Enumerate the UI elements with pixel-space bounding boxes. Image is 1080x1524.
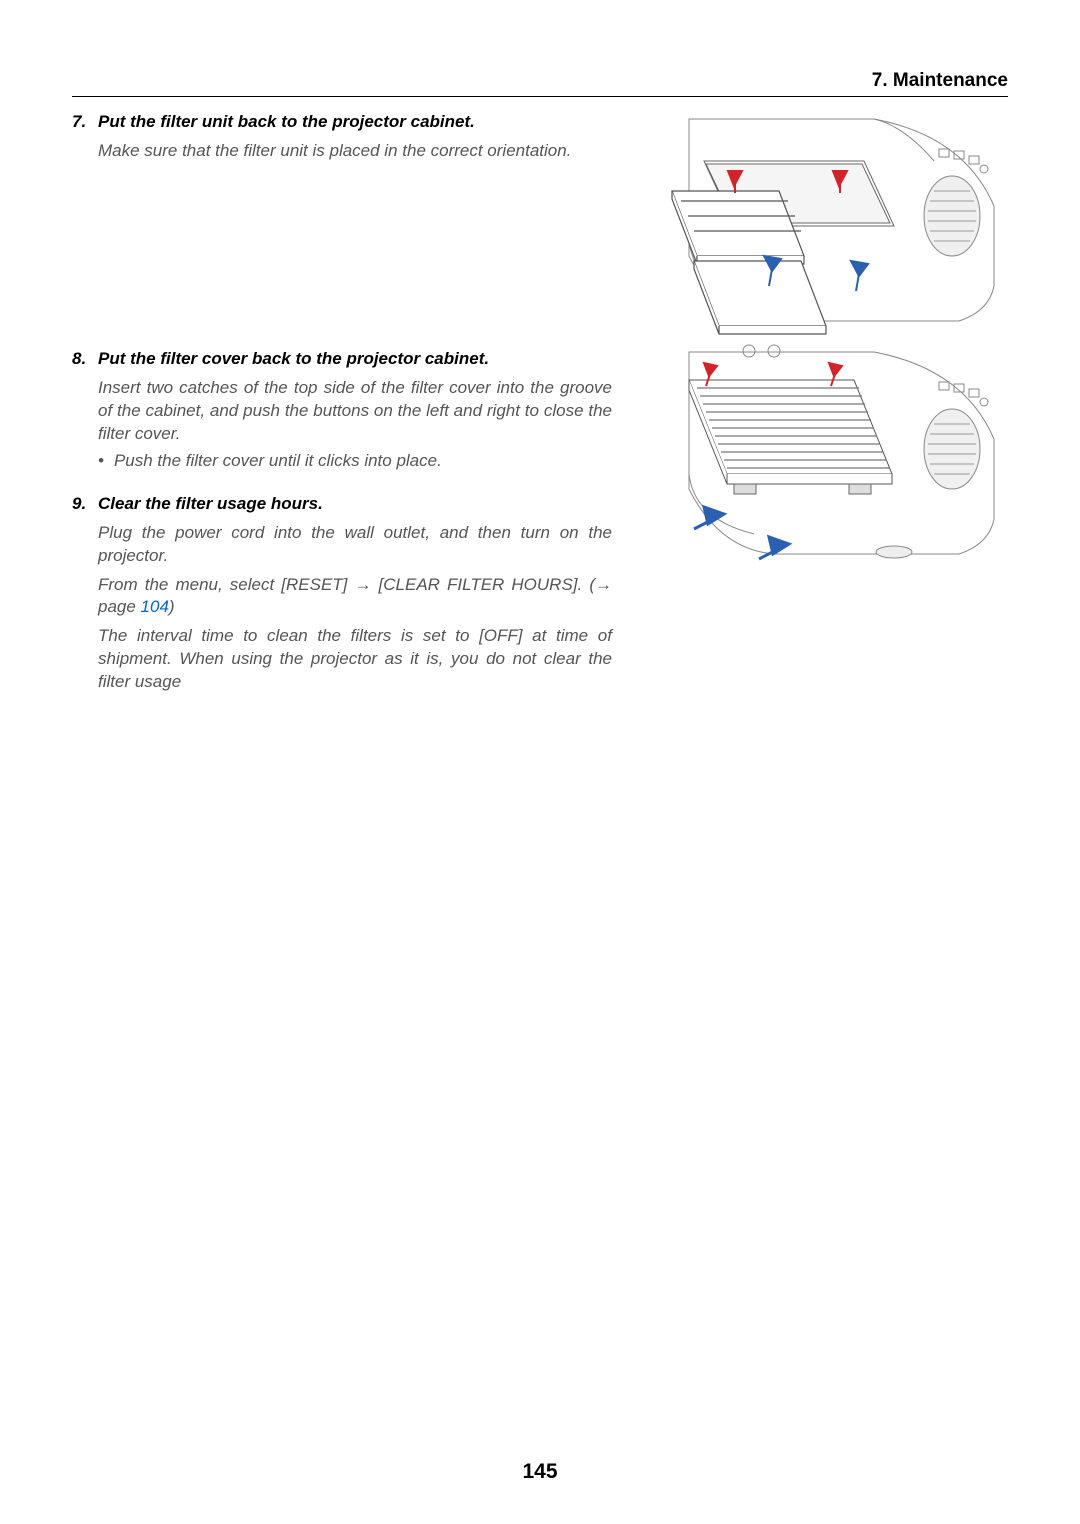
page-link-104[interactable]: 104 [141,597,169,616]
step-8-title: 8. Put the filter cover back to the proj… [72,348,612,371]
step-7-diagram-col [630,111,1008,336]
step-7-body: Make sure that the filter unit is placed… [98,140,612,163]
step-9-heading: Clear the filter usage hours. [98,493,323,516]
step-7-text: 7. Put the filter unit back to the proje… [72,111,612,336]
step-9-body: Plug the power cord into the wall outlet… [98,522,612,695]
step-8-9-row: 8. Put the filter cover back to the proj… [72,344,1008,696]
step-7-row: 7. Put the filter unit back to the proje… [72,111,1008,336]
step-9-num: 9. [72,493,90,516]
step-9-title: 9. Clear the filter usage hours. [72,493,612,516]
step-8-num: 8. [72,348,90,371]
step-8-diagram-col [630,344,1008,696]
step-8-bullet: • Push the filter cover until it clicks … [98,450,612,473]
step-7-num: 7. [72,111,90,134]
step-7-title: 7. Put the filter unit back to the proje… [72,111,612,134]
step-7-heading: Put the filter unit back to the projecto… [98,111,475,134]
bullet-dot-icon: • [98,450,104,473]
step-8-9-text: 8. Put the filter cover back to the proj… [72,344,612,696]
filter-unit-diagram [634,111,1004,336]
step-8-heading: Put the filter cover back to the project… [98,348,489,371]
page-content: 7. Maintenance 7. Put the filter unit ba… [72,70,1008,704]
filter-cover-diagram [634,344,1004,569]
page-number: 145 [0,1460,1080,1484]
step-8-body: Insert two catches of the top side of th… [98,377,612,446]
section-header: 7. Maintenance [72,70,1008,97]
